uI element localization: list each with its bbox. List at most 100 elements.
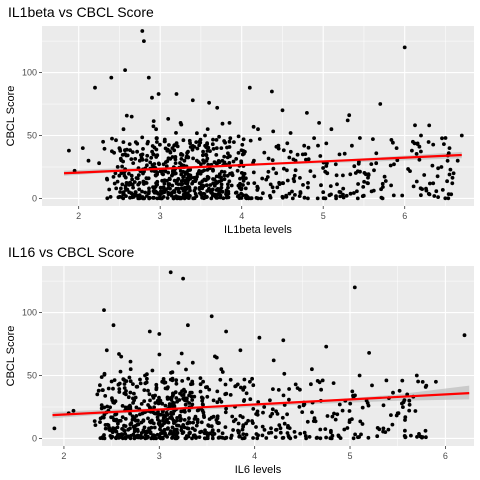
data-point <box>312 136 316 141</box>
data-point <box>356 435 360 440</box>
data-point <box>310 367 314 372</box>
data-point <box>205 436 210 441</box>
data-point <box>293 193 297 197</box>
data-point <box>228 393 233 397</box>
data-point <box>382 174 387 179</box>
data-point <box>239 187 244 192</box>
data-point <box>128 411 133 416</box>
data-point <box>173 157 178 162</box>
data-point <box>414 179 419 184</box>
data-point <box>158 142 162 147</box>
data-point <box>447 172 452 177</box>
data-point <box>244 391 249 396</box>
data-point <box>101 435 106 440</box>
data-point <box>280 415 285 420</box>
data-point <box>348 172 353 177</box>
data-point <box>181 276 186 281</box>
data-point <box>147 186 151 191</box>
data-point <box>419 133 423 138</box>
data-point <box>128 359 133 364</box>
data-point <box>152 196 156 200</box>
data-point <box>282 166 286 171</box>
data-point <box>181 138 186 143</box>
data-point <box>106 386 111 391</box>
data-point <box>207 100 212 105</box>
x-tick-label: 3 <box>157 451 162 461</box>
data-point <box>147 329 152 334</box>
data-point <box>212 160 217 165</box>
data-point <box>403 418 407 422</box>
data-point <box>292 179 297 184</box>
data-point <box>202 168 207 173</box>
data-point <box>260 433 265 438</box>
data-point <box>291 157 296 162</box>
data-point <box>183 402 188 407</box>
data-point <box>292 430 297 434</box>
data-point <box>212 183 217 188</box>
data-point <box>361 185 366 189</box>
data-point <box>250 376 255 381</box>
data-point <box>243 186 248 191</box>
data-point <box>362 179 366 184</box>
data-point <box>227 154 232 158</box>
data-point <box>179 351 184 356</box>
data-point <box>205 189 210 193</box>
data-point <box>436 166 440 171</box>
data-point <box>157 352 162 357</box>
data-point <box>290 189 294 194</box>
data-point <box>171 196 176 201</box>
data-point <box>124 188 128 192</box>
data-point <box>186 323 190 328</box>
data-point <box>442 142 446 147</box>
data-point <box>443 136 448 140</box>
data-point <box>329 428 333 433</box>
data-point <box>188 188 192 193</box>
data-point <box>345 426 350 430</box>
data-point <box>242 398 247 402</box>
data-point <box>237 193 241 198</box>
data-point <box>359 432 363 437</box>
data-point <box>190 402 195 407</box>
data-point <box>215 105 220 110</box>
data-point <box>147 189 151 194</box>
data-point <box>127 375 132 380</box>
data-point <box>407 402 412 407</box>
data-point <box>124 147 129 152</box>
data-point <box>197 181 202 186</box>
data-point <box>199 395 204 400</box>
data-point <box>170 425 175 430</box>
data-point <box>181 170 186 174</box>
data-point <box>293 435 298 439</box>
data-point <box>163 403 168 408</box>
chart-1: IL1beta vs CBCL Score 0 50 100 2 3 4 5 6 IL1be… <box>5 4 474 236</box>
data-point <box>287 387 291 391</box>
data-point <box>110 136 114 141</box>
data-point <box>204 159 209 163</box>
data-point <box>124 379 129 383</box>
data-point <box>176 187 180 191</box>
data-point <box>257 335 262 340</box>
chart-1-x-axis-label: IL1beta levels <box>224 224 292 236</box>
y-tick-label: 50 <box>27 131 37 141</box>
data-point <box>197 139 202 144</box>
data-point <box>324 435 328 440</box>
data-point <box>241 423 246 428</box>
data-point <box>271 166 276 171</box>
data-point <box>287 155 292 160</box>
data-point <box>251 383 256 388</box>
data-point <box>109 379 114 384</box>
data-point <box>271 387 275 391</box>
data-point <box>347 418 352 422</box>
data-point <box>148 398 152 403</box>
data-point <box>222 177 227 182</box>
data-point <box>162 137 167 142</box>
data-point <box>356 182 360 186</box>
data-point <box>352 191 356 195</box>
data-point <box>181 175 186 180</box>
data-point <box>100 388 105 392</box>
data-point <box>324 164 329 168</box>
data-point <box>288 436 293 441</box>
data-point <box>391 390 395 395</box>
data-point <box>227 145 232 149</box>
data-point <box>133 140 138 145</box>
